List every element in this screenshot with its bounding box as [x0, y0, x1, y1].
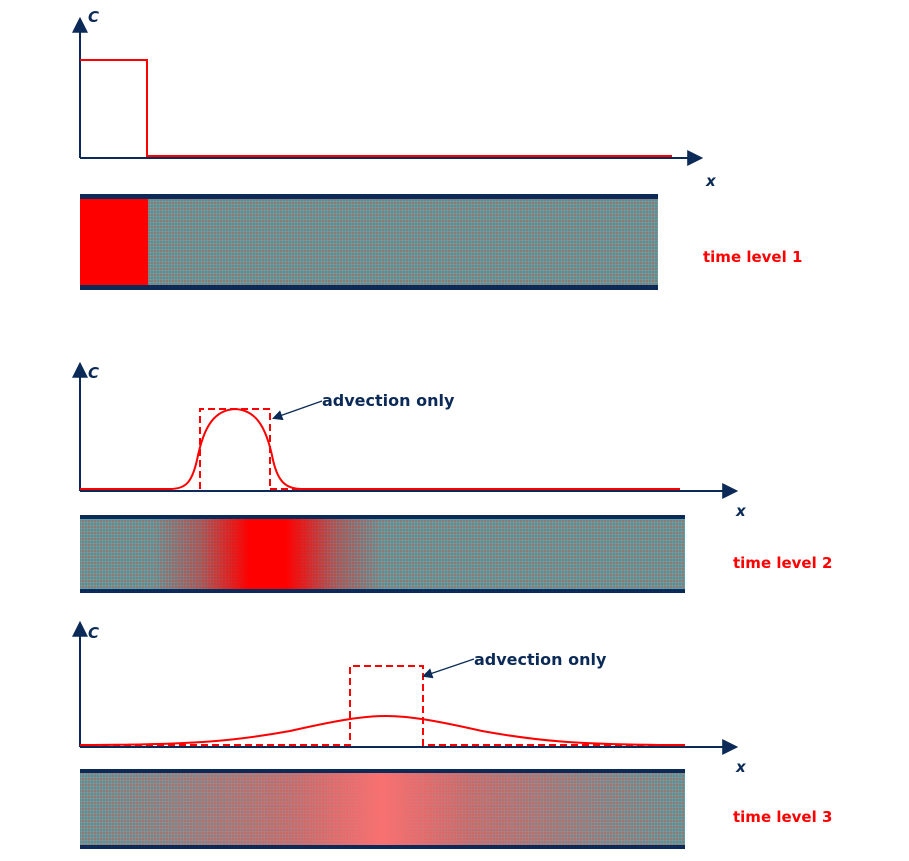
annotation-arrow: [272, 400, 323, 421]
pipe-strip: [80, 769, 685, 849]
pipe-top-wall: [80, 769, 685, 773]
panel-time-level-3: C x advection only time level 3: [72, 620, 832, 849]
panel-time-level-1: C x time level 1: [72, 8, 802, 290]
pipe-strip: [80, 194, 658, 290]
time-level-label: time level 1: [703, 248, 802, 266]
pipe-bottom-wall: [80, 589, 685, 593]
pipe-top-wall: [80, 194, 658, 199]
concentration-fill: [80, 518, 685, 590]
x-axis-label: x: [735, 502, 747, 520]
advection-only-pulse: [80, 665, 685, 746]
annotation-text: advection only: [322, 391, 455, 410]
y-axis-label: C: [88, 624, 99, 642]
x-axis-label: x: [705, 172, 717, 190]
pipe-strip: [80, 515, 685, 593]
panel-time-level-2: C x advection only time level 2: [72, 361, 832, 593]
pipe-bottom-wall: [80, 845, 685, 849]
concentration-curve: [80, 59, 672, 157]
annotation-text: advection only: [474, 650, 607, 669]
pipe-top-wall: [80, 515, 685, 519]
pipe-bottom-wall: [80, 285, 658, 290]
time-level-label: time level 3: [733, 808, 832, 826]
concentration-curve: [79, 714, 686, 746]
time-level-label: time level 2: [733, 554, 832, 572]
annotation-arrow: [422, 658, 475, 679]
x-axis-label: x: [735, 758, 747, 776]
y-axis-label: C: [88, 364, 99, 382]
y-axis-label: C: [88, 8, 99, 26]
concentration-fill: [80, 197, 148, 287]
concentration-fill: [80, 772, 685, 846]
concentration-curve: [80, 407, 680, 490]
